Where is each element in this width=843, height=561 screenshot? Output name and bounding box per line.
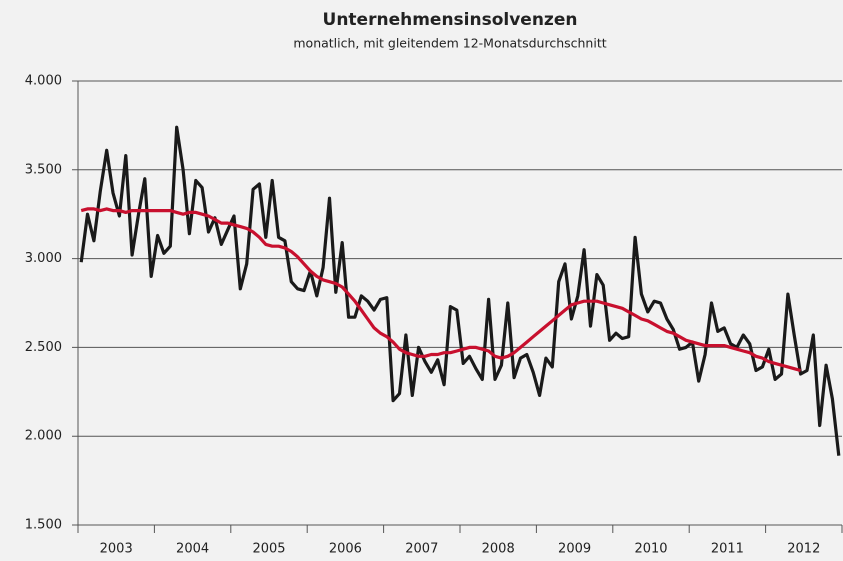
x-tick-label: 2009: [558, 542, 591, 557]
x-tick-label: 2005: [252, 542, 285, 557]
y-tick-label: 2.000: [25, 429, 62, 444]
x-tick-label: 2006: [329, 542, 362, 557]
y-tick-label: 4.000: [25, 74, 62, 89]
x-tick-label: 2012: [787, 542, 820, 557]
y-tick-label: 2.500: [25, 340, 62, 355]
x-tick-label: 2008: [482, 542, 515, 557]
chart-subtitle: monatlich, mit gleitendem 12-Monatsdurch…: [293, 36, 606, 51]
series-line: [79, 125, 841, 456]
x-tick-label: 2003: [100, 542, 133, 557]
series-line: [80, 207, 802, 373]
y-tick-label: 1.500: [25, 518, 62, 533]
x-tick-label: 2011: [711, 542, 744, 557]
x-tick-label: 2010: [634, 542, 667, 557]
y-tick-label: 3.500: [25, 162, 62, 177]
y-tick-label: 3.000: [25, 251, 62, 266]
x-tick-label: 2004: [176, 542, 209, 557]
x-tick-label: 2007: [405, 542, 438, 557]
chart-title: Unternehmensinsolvenzen: [323, 10, 578, 30]
